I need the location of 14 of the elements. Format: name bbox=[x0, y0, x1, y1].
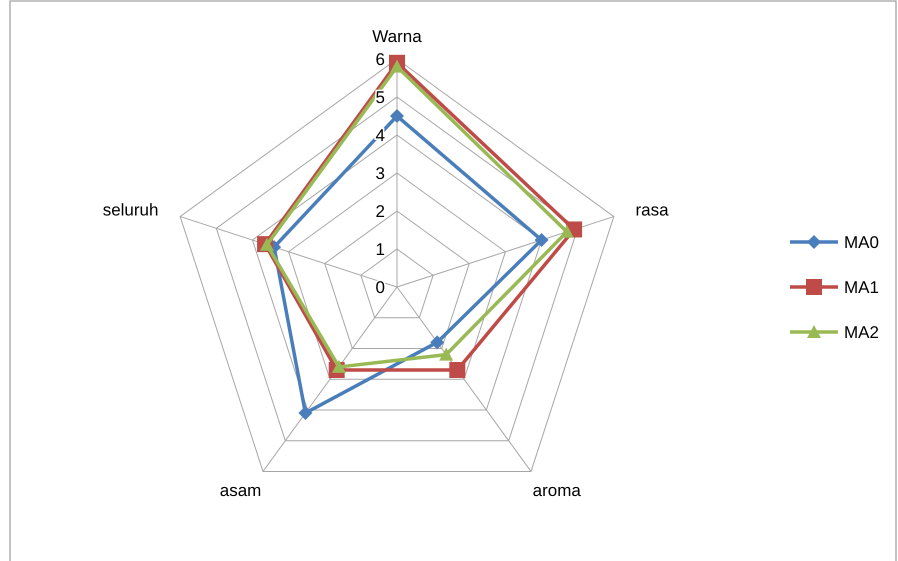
y-tick-label: 3 bbox=[376, 164, 385, 183]
spoke-label: seluruh bbox=[102, 200, 158, 220]
legend-label: MA0 bbox=[844, 233, 879, 252]
spoke-label: asam bbox=[220, 480, 262, 500]
y-tick-label: 1 bbox=[376, 240, 385, 259]
y-tick-label: 6 bbox=[376, 50, 385, 69]
y-tick-label: 2 bbox=[376, 202, 385, 221]
legend-label: MA2 bbox=[844, 323, 879, 342]
spoke-label: rasa bbox=[636, 200, 670, 220]
spoke-label: Warna bbox=[372, 27, 422, 46]
spoke-label: aroma bbox=[532, 480, 582, 500]
legend-label: MA1 bbox=[844, 278, 879, 297]
y-tick-label: 5 bbox=[376, 88, 385, 107]
y-tick-label: 0 bbox=[376, 278, 385, 297]
